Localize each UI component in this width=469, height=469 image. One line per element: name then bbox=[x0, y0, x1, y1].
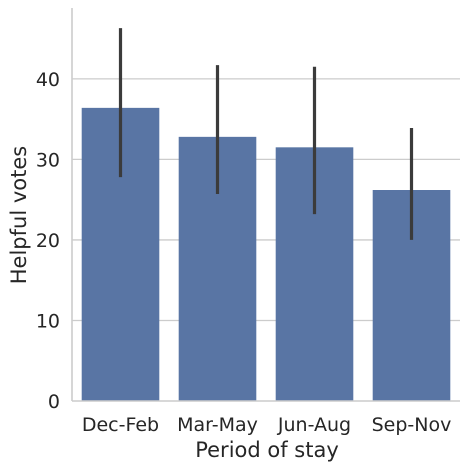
y-tick-labels: 0 10 20 30 40 bbox=[36, 69, 60, 413]
y-tick-label: 20 bbox=[36, 230, 60, 252]
y-tick-label: 10 bbox=[36, 310, 60, 332]
x-tick-label: Dec-Feb bbox=[82, 414, 159, 436]
x-tick-label: Sep-Nov bbox=[372, 414, 452, 436]
x-axis-label: Period of stay bbox=[195, 438, 339, 462]
y-axis-label: Helpful votes bbox=[7, 146, 31, 284]
x-tick-label: Mar-May bbox=[177, 414, 258, 436]
y-tick-label: 40 bbox=[36, 69, 60, 91]
y-tick-label: 30 bbox=[36, 149, 60, 171]
x-tick-labels: Dec-Feb Mar-May Jun-Aug Sep-Nov bbox=[82, 414, 452, 436]
axes bbox=[71, 8, 460, 402]
bars bbox=[81, 107, 451, 401]
y-tick-label: 0 bbox=[48, 391, 60, 413]
error-bars bbox=[118, 28, 414, 240]
x-tick-label: Jun-Aug bbox=[277, 414, 351, 436]
